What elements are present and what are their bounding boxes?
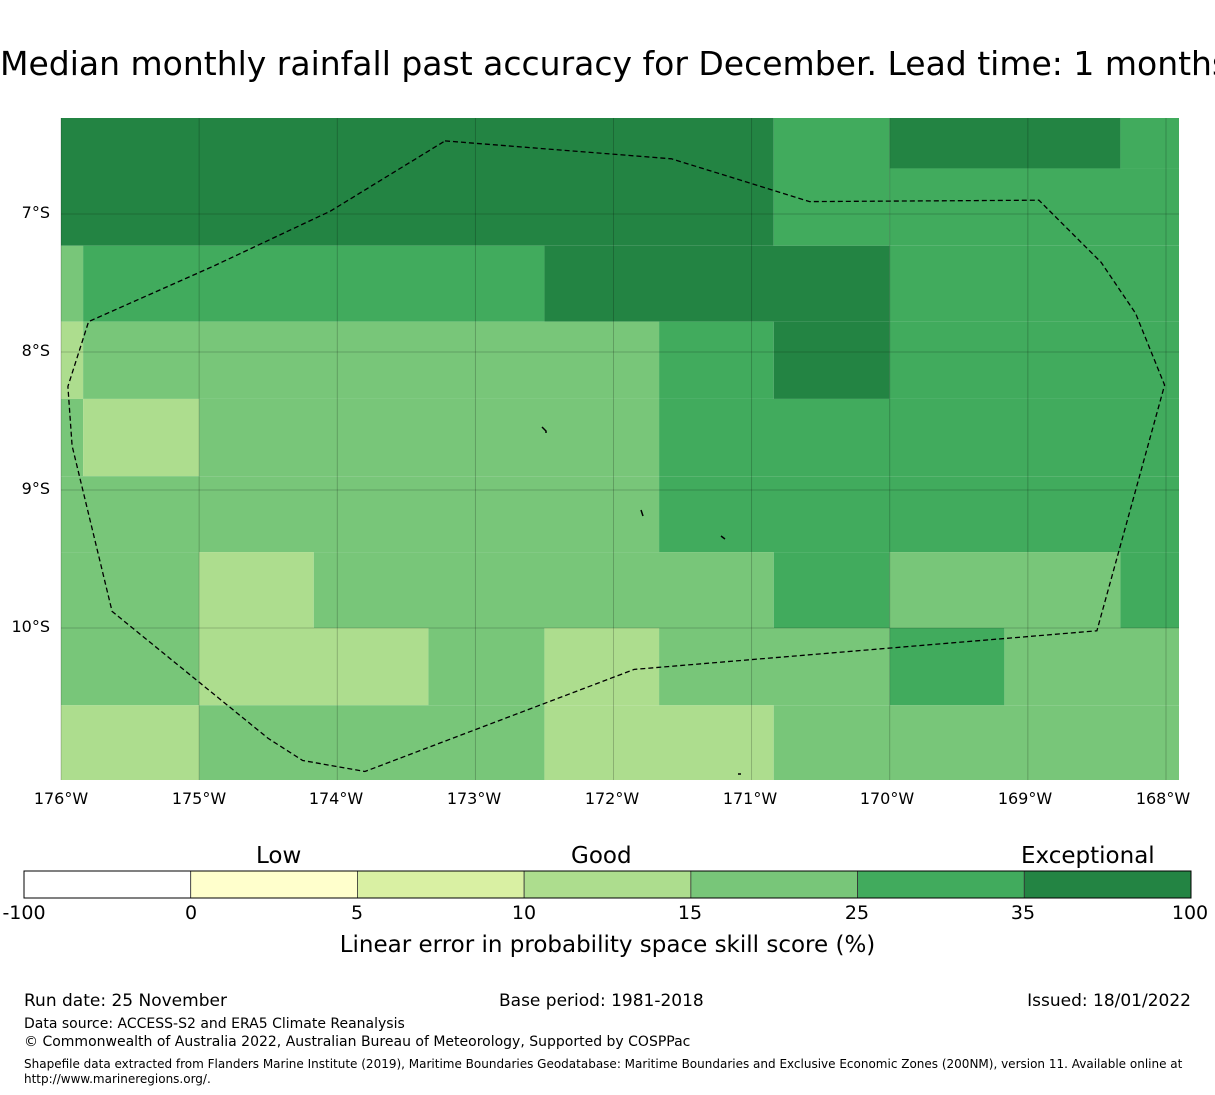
grid-cell (61, 245, 84, 322)
colorbar-bin (23, 870, 192, 899)
lon-label-173w: 173°W (446, 789, 502, 808)
grid-cell (61, 628, 200, 706)
grid-cell (544, 245, 890, 322)
run-date: Run date: 25 November (24, 991, 227, 1011)
grid-cell (83, 321, 660, 399)
colorbar-tick: 5 (350, 902, 364, 924)
lon-label-175w: 175°W (171, 789, 227, 808)
shapefile-note: Shapefile data extracted from Flanders M… (24, 1057, 1183, 1086)
skill-grid (61, 118, 1179, 780)
category-low: Low (256, 843, 302, 869)
category-good: Good (571, 843, 632, 869)
colorbar-tick: 35 (1010, 902, 1036, 924)
island-nukunonu (640, 509, 644, 517)
island-fakaofo (720, 535, 726, 540)
base-period: Base period: 1981-2018 (499, 991, 704, 1011)
lat-label-7s: 7°S (21, 203, 50, 222)
grid-cell (61, 552, 200, 628)
colorbar-frame (23, 870, 1192, 899)
grid-cell (83, 398, 200, 477)
grid-cell (83, 245, 545, 322)
grid-cell (659, 321, 774, 399)
grid-cell (61, 398, 84, 477)
grid-cell (61, 476, 660, 553)
island-atafu (541, 426, 547, 433)
colorbar-tick: 10 (511, 902, 537, 924)
grid-cell (773, 552, 890, 628)
grid-cell (889, 321, 1179, 399)
grid-cell (61, 321, 84, 399)
lat-label-10s: 10°S (11, 617, 50, 636)
colorbar-tick: 100 (1171, 902, 1209, 924)
grid-cell (773, 321, 890, 399)
grid-cell (199, 398, 660, 477)
grid-cell (659, 476, 1179, 553)
grid-cell (659, 398, 1179, 477)
category-exceptional: Exceptional (1021, 843, 1155, 869)
colorbar-tick: 25 (844, 902, 870, 924)
colorbar-tick: 15 (677, 902, 703, 924)
grid-cell (313, 552, 774, 628)
lon-label-168w: 168°W (1135, 789, 1191, 808)
data-source: Data source: ACCESS-S2 and ERA5 Climate … (24, 1016, 405, 1032)
grid-cell (428, 628, 545, 706)
lon-label-171w: 171°W (722, 789, 778, 808)
grid-cell (659, 628, 890, 706)
islands (541, 426, 741, 775)
grid-cell (1120, 118, 1179, 169)
colorbar-axis-label: Linear error in probability space skill … (339, 932, 876, 958)
grid-cell (199, 628, 429, 706)
lon-label-174w: 174°W (308, 789, 364, 808)
grid-cell (544, 628, 660, 706)
grid-cell (889, 628, 1005, 706)
grid-cell (889, 118, 1121, 169)
grid-cell (61, 118, 774, 246)
grid-cell (1004, 628, 1179, 706)
colorbar-bin (357, 870, 525, 899)
grid-cell (199, 705, 545, 780)
lat-label-9s: 9°S (21, 479, 50, 498)
grid-cell (61, 705, 200, 780)
grid-cell (773, 705, 1179, 780)
eez-boundary (67, 140, 1166, 773)
lon-label-172w: 172°W (584, 789, 640, 808)
grid-cell (889, 168, 1179, 246)
grid-cell (773, 118, 890, 246)
graticule (60, 118, 1179, 780)
lon-label-176w: 176°W (33, 789, 89, 808)
issued-date: Issued: 18/01/2022 (1027, 991, 1191, 1011)
colorbar-bin (523, 870, 692, 899)
lon-label-170w: 170°W (859, 789, 915, 808)
colorbar-tick: 0 (184, 902, 198, 924)
grid-cell (889, 552, 1121, 628)
colorbar-bin (1023, 870, 1192, 899)
colorbar-bin (690, 870, 858, 899)
lat-label-8s: 8°S (21, 341, 50, 360)
colorbar-tick: -100 (2, 902, 46, 924)
copyright: © Commonwealth of Australia 2022, Austra… (24, 1034, 691, 1050)
lon-label-169w: 169°W (997, 789, 1053, 808)
grid-cell (1120, 552, 1179, 628)
grid-cell (199, 552, 314, 628)
colorbar-bin (857, 870, 1025, 899)
grid-cell (889, 245, 1179, 322)
colorbar-bin (190, 870, 358, 899)
map-title: Median monthly rainfall past accuracy fo… (0, 44, 1215, 83)
grid-cell (544, 705, 774, 780)
colorbar (23, 870, 1192, 899)
